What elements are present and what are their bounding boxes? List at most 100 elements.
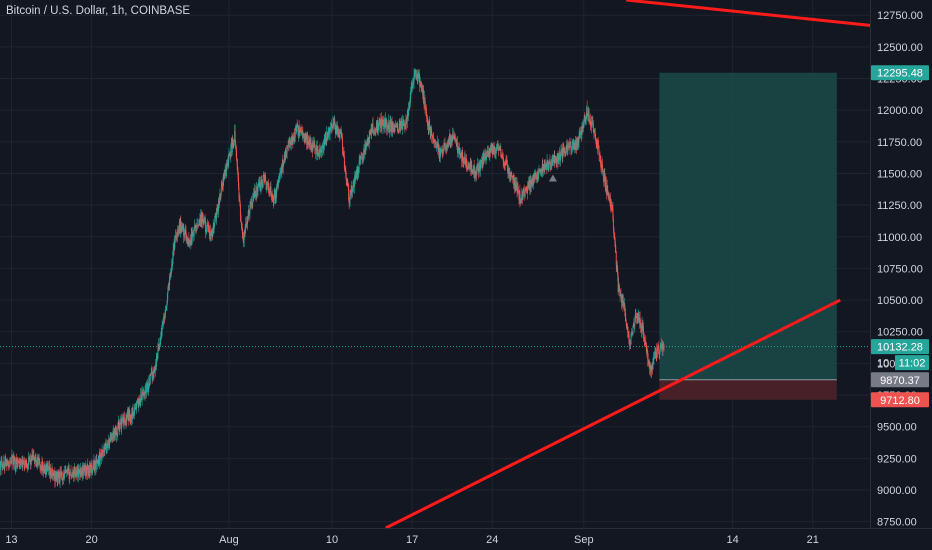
candle-body [645,342,647,343]
time-axis[interactable]: 13 20 Aug 10 17 24 Sep 14 21 [0,528,932,547]
candle-body [620,293,622,295]
candle-body [661,344,663,349]
candle-body [589,120,591,122]
candle-body [237,171,239,177]
candle-body [359,160,361,161]
candle-body [307,142,309,145]
candle-body [362,157,364,161]
candle-body [74,466,76,475]
candle-body [134,407,136,409]
candle-body [325,137,327,139]
candle-body [659,350,661,356]
candle-body [501,154,503,156]
candle-body [609,198,611,202]
candle-body [394,124,396,132]
candle-body [299,132,300,137]
candle-body [643,336,645,339]
candle-body [52,473,54,476]
candle-body [161,330,163,335]
candle-body [266,184,268,189]
candle-body [602,170,604,180]
candle-body [158,343,160,351]
candle-body [191,233,193,241]
candle-body [464,156,466,165]
candle-body [415,69,417,78]
candle-body [93,461,95,463]
candle-body [102,450,104,452]
candle-body [537,171,539,179]
candle-body [508,168,510,172]
candle-body [175,235,177,238]
candle-body [535,173,537,179]
candle-body [137,398,139,407]
candle-body [258,181,260,186]
candle-body [488,148,490,156]
candle-body [644,342,646,345]
candle-body [657,346,659,348]
candle-body [490,147,492,149]
candle-body [653,356,655,360]
candle-body [263,176,265,178]
candle-body [615,251,617,266]
stop-loss-zone[interactable] [659,379,837,400]
trendlines[interactable] [385,0,871,530]
candle-body [449,134,451,144]
candle-body [180,220,182,227]
candle-body [139,401,141,404]
candle-body [655,350,657,356]
candle-body [4,459,6,464]
candle-body [285,151,287,155]
candle-body [1,468,3,470]
take-profit-zone[interactable] [659,72,837,380]
candle-body [632,323,634,327]
candle-body [302,135,304,138]
candle-body [80,468,82,476]
candle-body [584,117,586,119]
candle-body [637,317,639,319]
candle-body [624,304,626,310]
trendline[interactable] [385,298,841,530]
candle-body [558,153,560,160]
candle-body [60,471,62,473]
candle-body [486,155,487,160]
candle-body [144,390,146,395]
candle-body [149,384,151,385]
candle-body [391,121,393,132]
candle-body [293,132,295,140]
candle-body [232,145,234,148]
candle-body [286,149,288,153]
candle-body [326,132,328,141]
candle-body [589,121,590,123]
candle-body [280,171,281,173]
candle-body [108,440,110,445]
candle-body [604,180,606,189]
candle-body [105,444,107,449]
candle-body [534,173,536,177]
candle-body [467,165,469,168]
candle-body [531,179,533,184]
candle-body [455,138,456,140]
long-position-tool[interactable] [659,72,837,400]
candle-body [389,122,391,131]
candle-body [516,183,518,193]
candle-body [126,413,128,416]
candle-body [340,131,342,133]
candle-body [211,234,213,237]
candle-body [239,200,241,205]
trendline[interactable] [626,0,871,27]
candle-body [598,146,600,149]
candle-body [179,220,181,232]
candle-body [342,137,343,151]
candle-body [141,398,143,400]
candle-body [527,186,529,188]
candle-body [480,160,482,164]
candle-body [554,156,556,163]
price-axis[interactable]: 8750.009000.009250.009500.009750.0010000… [870,0,932,550]
candle-body [510,174,512,178]
candle-body [152,377,154,380]
candle-body [438,149,440,155]
candle-body [148,377,150,387]
candle-body [192,230,194,235]
candle-body [351,186,352,195]
